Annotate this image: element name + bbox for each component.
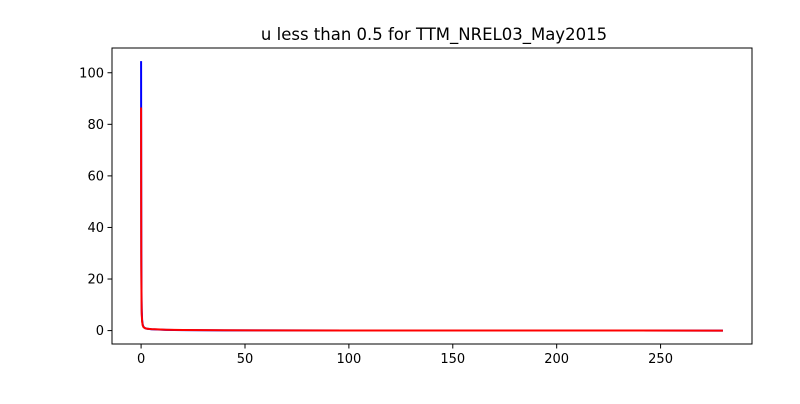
x-tick-label: 100 xyxy=(336,352,361,367)
x-tick-label: 200 xyxy=(544,352,569,367)
series-layer xyxy=(140,61,723,332)
plot-frame xyxy=(111,47,753,345)
y-tick-label: 0 xyxy=(96,324,104,339)
y-tick-label: 40 xyxy=(87,221,104,236)
chart-title: u less than 0.5 for TTM_NREL03_May2015 xyxy=(261,25,607,45)
y-tick-label: 60 xyxy=(87,169,104,184)
y-tick-label: 100 xyxy=(79,66,104,81)
series-line-2 xyxy=(140,107,723,332)
x-tick-label: 250 xyxy=(648,352,673,367)
x-tick-label: 150 xyxy=(440,352,465,367)
y-tick-label: 20 xyxy=(87,273,104,288)
x-tick-label: 50 xyxy=(237,352,254,367)
y-tick-label: 80 xyxy=(87,118,104,133)
ticks-layer: 0 50 100 150 200 250 0 20 40 60 80 100 xyxy=(79,66,673,367)
x-tick-label: 0 xyxy=(137,352,145,367)
